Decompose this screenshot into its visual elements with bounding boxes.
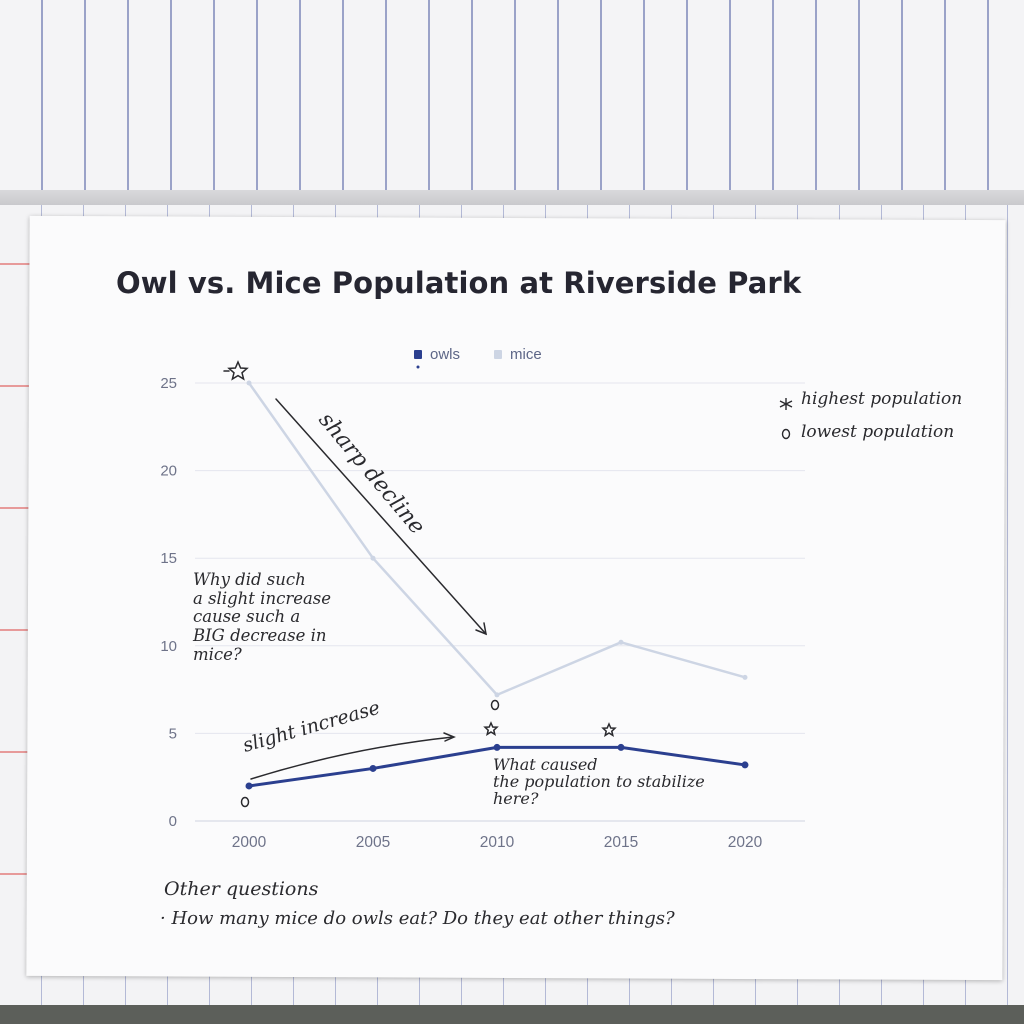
y-tick-label-0: 0 [169,813,177,830]
data-point-owls-2005 [369,764,377,772]
gridlines [195,382,805,822]
y-tick-label-20: 20 [160,463,177,480]
data-point-mice-2020 [742,674,748,680]
data-point-owls-2000 [245,782,253,790]
sharp-decline-arrowhead [475,622,487,636]
circle-marker-mice-2010 [490,699,500,711]
y-tick-label-15: 15 [160,550,177,567]
question-stabilize-note: What caused the population to stabilize … [493,755,705,808]
slight-increase-arrowhead [443,732,456,742]
slight-increase-arrow [250,736,454,780]
key-highest-label: highest population [801,389,963,409]
key-symbols [779,398,793,440]
question-mice-note: Why did such a slight increase cause suc… [193,570,332,664]
legend-swatch-owls [414,350,422,359]
legend-swatch-mice [494,350,502,359]
slight-increase-label: slight increase [240,697,382,757]
y-axis-ticks: 0 5 10 15 20 25 [160,375,177,830]
series-lines [245,380,749,790]
y-tick-label-25: 25 [160,375,177,392]
notebook-margin-lines [0,205,30,995]
notebook-top-page [0,0,1024,215]
x-tick-label-2005: 2005 [356,834,390,851]
other-questions-item: · How many mice do owls eat? Do they eat… [160,908,675,929]
star-marker-owls-2015 [601,722,617,738]
x-tick-label-2015: 2015 [604,834,638,851]
x-tick-label-2020: 2020 [728,834,763,851]
data-point-owls-2015 [617,743,625,751]
x-tick-label-2000: 2000 [232,834,267,851]
x-tick-label-2010: 2010 [480,834,515,851]
legend-label-owls: owls [430,346,460,363]
data-point-mice-2015 [618,639,624,645]
sharp-decline-label: sharp decline [313,408,429,540]
star-marker-owls-2010 [483,721,499,737]
sharp-decline-arrow [275,398,487,635]
legend: owls mice [414,346,542,369]
legend-label-mice: mice [510,346,542,363]
key-star-icon [779,398,793,410]
other-questions-heading: Other questions [164,878,319,900]
key-circle-icon [781,428,791,440]
legend-dot-owls [416,365,420,369]
data-point-owls-2010 [493,743,501,751]
star-marker-mice-2000 [223,360,249,381]
key-lowest-label: lowest population [801,422,955,442]
data-point-mice-2010 [494,692,500,698]
circle-marker-owls-2000 [240,796,250,808]
y-tick-label-10: 10 [160,638,177,655]
data-point-mice-2005 [370,555,376,561]
y-tick-label-5: 5 [169,725,177,742]
x-axis-ticks: 2000 2005 2010 2015 2020 [232,834,763,851]
data-point-owls-2020 [741,761,749,769]
data-point-mice-2000 [246,380,252,386]
chart-title: Owl vs. Mice Population at Riverside Par… [116,266,802,300]
